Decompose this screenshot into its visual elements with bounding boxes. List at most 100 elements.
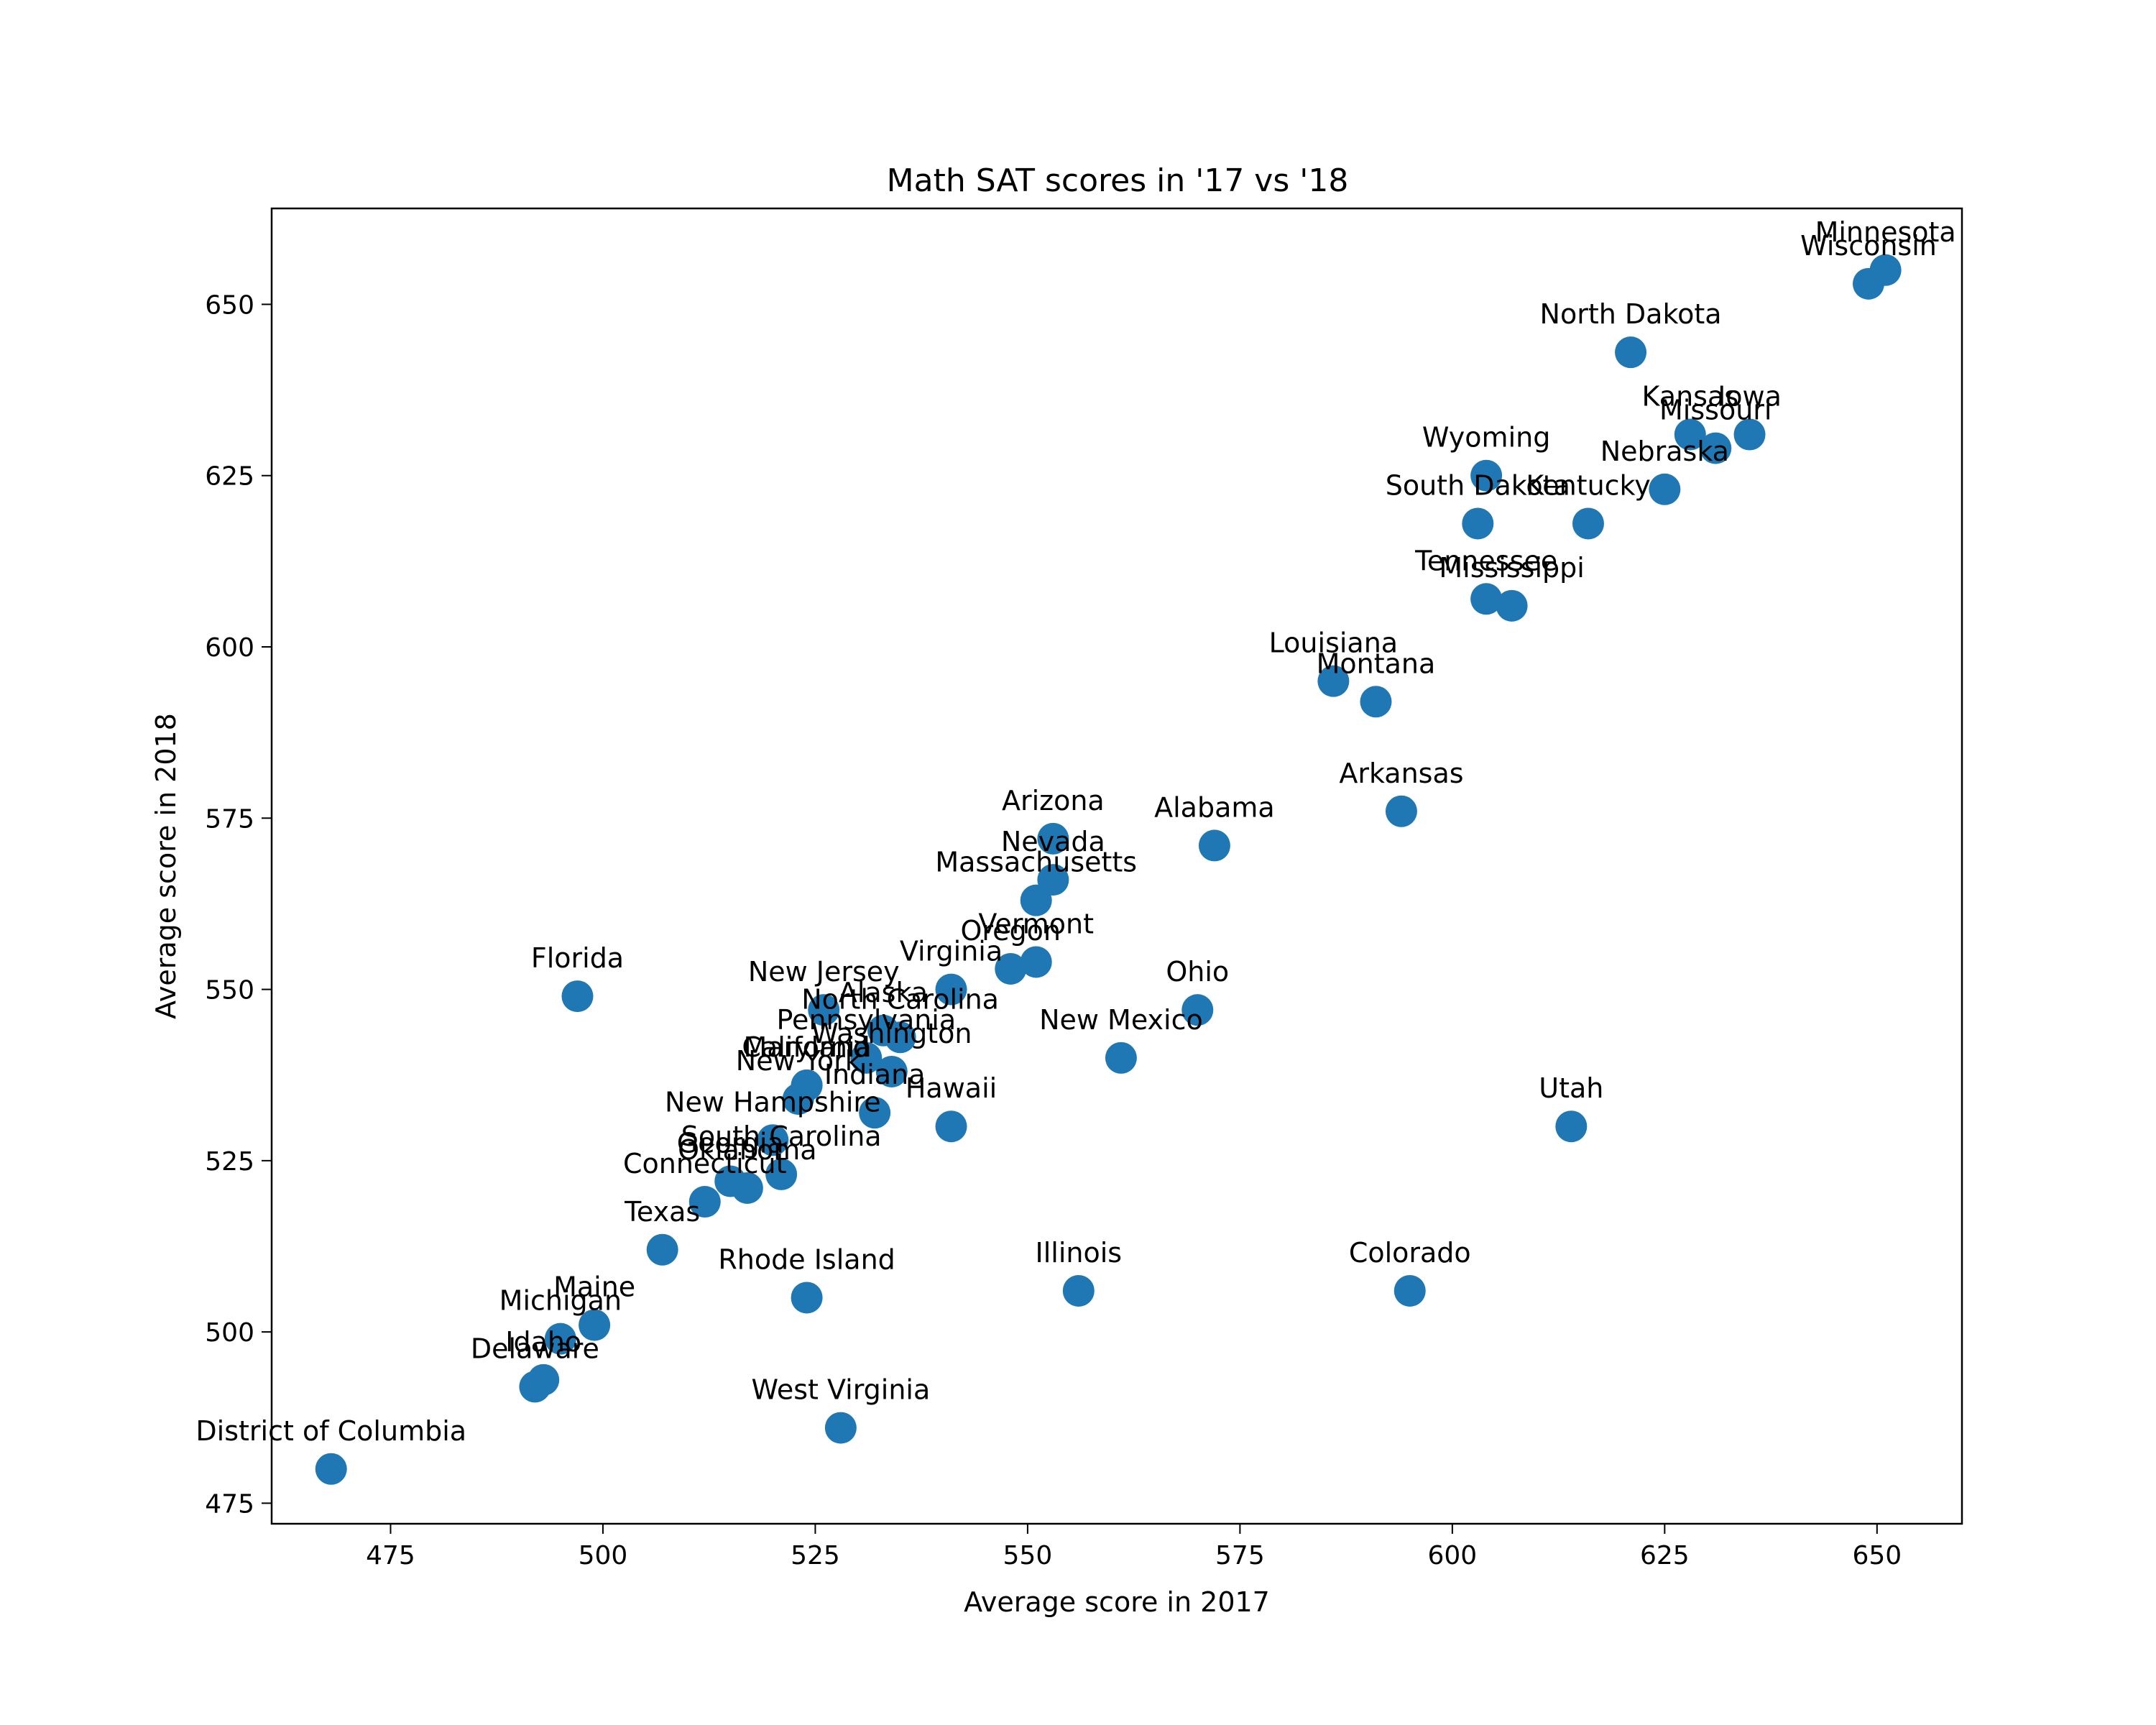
y-tick-label: 575 (205, 804, 254, 834)
point-label: New Hampshire (665, 1086, 881, 1118)
data-point (935, 973, 967, 1006)
point-label: District of Columbia (195, 1415, 466, 1447)
x-tick-label: 525 (791, 1541, 840, 1570)
data-point (1020, 946, 1052, 978)
data-point (561, 980, 594, 1013)
point-label: Idaho (505, 1326, 581, 1358)
y-tick-label: 600 (205, 633, 254, 663)
data-point (824, 1412, 857, 1444)
data-point (1615, 336, 1647, 369)
y-tick-label: 550 (205, 976, 254, 1006)
point-label: Indiana (824, 1059, 926, 1090)
point-label: New Jersey (748, 956, 900, 988)
data-point (1462, 507, 1494, 540)
data-point (1470, 583, 1503, 615)
point-label: Georgia (677, 1127, 784, 1159)
point-label: Minnesota (1815, 216, 1956, 248)
point-label: Nebraska (1600, 436, 1729, 467)
axis-ticks: 475 500 525 550 575 600 625 650 475 500 525 550 575 6… (205, 290, 1902, 1570)
data-point (782, 1083, 814, 1116)
point-label: Nevada (1001, 826, 1105, 857)
x-tick-label: 575 (1215, 1541, 1265, 1570)
point-label: South Dakota (1386, 469, 1570, 501)
point-label: California (742, 1031, 871, 1063)
point-label: Massachusetts (935, 847, 1137, 878)
data-point (875, 1055, 908, 1087)
point-label: Illinois (1036, 1237, 1123, 1269)
data-point (1470, 459, 1503, 492)
y-axis-label: Average score in 2018 (150, 713, 182, 1019)
data-point (1385, 795, 1417, 827)
data-point (859, 1097, 891, 1129)
data-point (579, 1309, 611, 1341)
point-label: Louisiana (1269, 627, 1398, 659)
data-point (1020, 884, 1052, 916)
point-label: Montana (1317, 648, 1436, 679)
data-point (1393, 1274, 1426, 1307)
point-label: Hawaii (906, 1072, 997, 1104)
data-point (1496, 589, 1528, 622)
point-label: Delaware (471, 1333, 599, 1364)
point-label: Vermont (978, 908, 1094, 939)
point-label: Texas (624, 1196, 700, 1228)
point-label: Wyoming (1422, 422, 1550, 454)
data-point (731, 1172, 763, 1204)
y-tick-label: 650 (205, 290, 254, 320)
point-label: Michigan (499, 1285, 622, 1317)
point-label: Colorado (1349, 1237, 1471, 1269)
point-label: Oregon (960, 915, 1061, 947)
y-tick-label: 525 (205, 1147, 254, 1177)
point-label: Iowa (1718, 381, 1782, 413)
data-point (935, 1110, 967, 1143)
chart-title: Math SAT scores in '17 vs '18 (887, 162, 1349, 199)
point-label: Rhode Island (718, 1243, 895, 1275)
data-point (688, 1186, 721, 1218)
data-point (757, 1124, 789, 1156)
data-point (1360, 686, 1392, 718)
data-point (995, 952, 1027, 985)
point-label: Florida (531, 942, 624, 974)
point-label: Ohio (1166, 956, 1229, 988)
y-tick-label: 625 (205, 462, 254, 492)
point-label: Washington (811, 1018, 972, 1049)
data-point (765, 1158, 798, 1190)
data-point (1649, 473, 1681, 505)
point-label: Wisconsin (1800, 230, 1937, 262)
data-point (519, 1371, 551, 1403)
point-label: Arizona (1002, 785, 1105, 816)
point-label: Maine (553, 1271, 635, 1303)
data-point (1700, 432, 1732, 464)
data-point (544, 1322, 576, 1355)
data-point (1181, 994, 1214, 1026)
point-label: Mississippi (1439, 552, 1584, 584)
y-tick-label: 500 (205, 1318, 254, 1348)
point-label: New York (736, 1045, 861, 1077)
data-point (850, 1041, 883, 1074)
point-label: Kentucky (1526, 469, 1651, 501)
point-label: North Carolina (801, 983, 999, 1015)
data-point (1037, 822, 1069, 855)
x-tick-label: 500 (579, 1541, 628, 1570)
data-point (1572, 507, 1604, 540)
data-point (315, 1453, 347, 1485)
data-points (315, 254, 1902, 1485)
point-label: Alabama (1154, 791, 1275, 823)
data-point (791, 1282, 823, 1314)
point-label: Utah (1539, 1072, 1603, 1104)
y-tick-label: 475 (205, 1489, 254, 1519)
data-point (884, 1021, 916, 1054)
data-point (1733, 418, 1766, 451)
data-point (1852, 267, 1884, 300)
point-label: West Virginia (751, 1374, 930, 1406)
point-label: New Mexico (1039, 1004, 1203, 1036)
x-axis-label: Average score in 2017 (964, 1586, 1270, 1618)
point-label: North Dakota (1540, 298, 1722, 330)
point-label: Kansas (1642, 381, 1739, 413)
point-label: Connecticut (623, 1148, 787, 1179)
data-point (1674, 418, 1706, 451)
point-label: Alaska (839, 977, 928, 1008)
x-tick-label: 550 (1003, 1541, 1053, 1570)
